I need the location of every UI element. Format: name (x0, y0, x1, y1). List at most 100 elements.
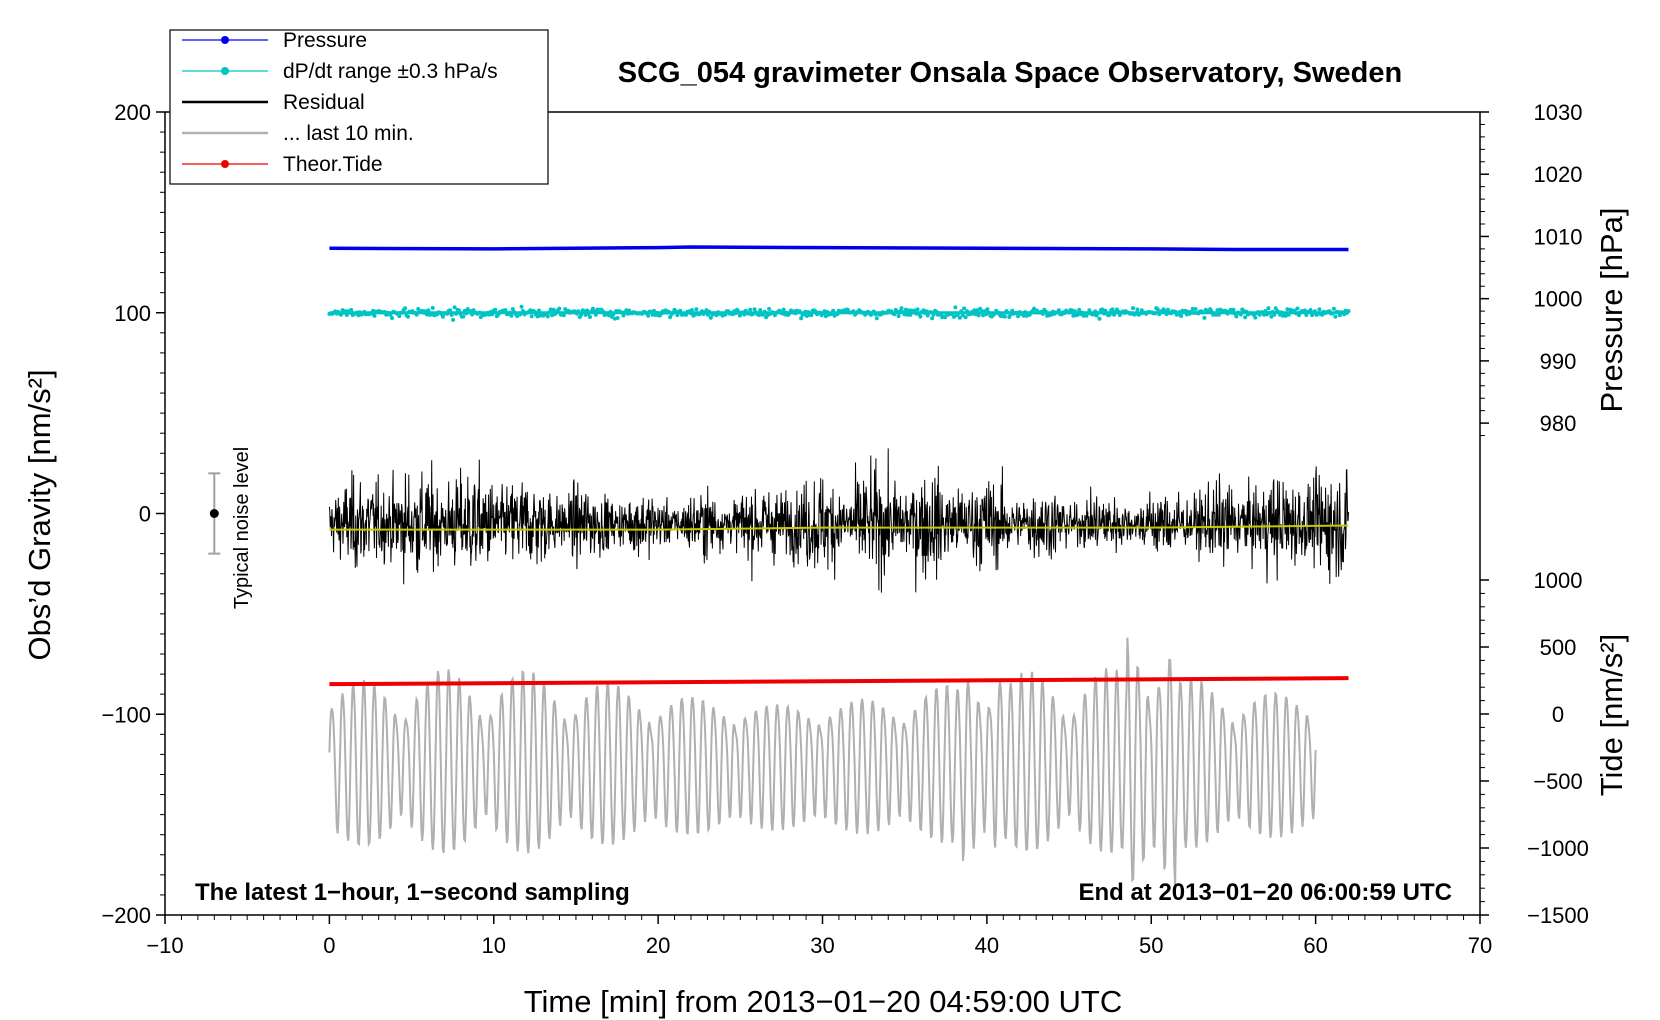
dpdt-point (547, 310, 552, 315)
dpdt-point (557, 306, 562, 311)
pressure-tick-label: 1030 (1534, 100, 1583, 125)
x-tick-label: −10 (146, 933, 183, 958)
dpdt-point (1110, 307, 1115, 312)
dpdt-point (1308, 308, 1313, 312)
dpdt-point (733, 311, 738, 316)
x-tick-label: 50 (1139, 933, 1163, 958)
dpdt-point (388, 312, 393, 317)
dpdt-point (705, 312, 710, 317)
dpdt-point (519, 304, 524, 309)
dpdt-point (684, 312, 689, 317)
dpdt-point (403, 306, 408, 311)
dpdt-point (959, 309, 964, 314)
pressure-tick-label: 1010 (1534, 224, 1583, 249)
legend-swatch-dot (221, 67, 229, 75)
legend-label: Theor.Tide (283, 153, 383, 176)
dpdt-point (835, 312, 840, 317)
dpdt-point (1152, 311, 1157, 316)
dpdt-point (736, 309, 741, 314)
dpdt-point (1294, 311, 1299, 316)
dpdt-point (509, 313, 514, 318)
dpdt-point (751, 312, 755, 316)
dpdt-point (972, 308, 977, 313)
tide-tick-label: −500 (1533, 769, 1583, 794)
dpdt-point (1200, 310, 1205, 315)
dpdt-point (1286, 312, 1291, 317)
dpdt-point (781, 307, 786, 312)
dpdt-point (708, 315, 713, 320)
dpdt-point (908, 312, 913, 317)
tide-tick-label: −1500 (1527, 903, 1589, 928)
dpdt-point (545, 314, 550, 319)
sampling-note: The latest 1−hour, 1−second sampling (195, 879, 630, 906)
dpdt-point (448, 308, 453, 313)
x-tick-label: 20 (646, 933, 670, 958)
dpdt-point (1330, 311, 1335, 316)
dpdt-point (688, 311, 693, 316)
x-axis-label: Time [min] from 2013−01−20 04:59:00 UTC (524, 984, 1123, 1019)
dpdt-point (548, 307, 553, 312)
dpdt-point (397, 314, 402, 319)
legend-swatch-dot (221, 36, 229, 44)
dpdt-point (931, 312, 936, 317)
chart-title: SCG_054 gravimeter Onsala Space Observat… (618, 57, 1402, 89)
dpdt-point (689, 308, 694, 313)
dpdt-point (1209, 309, 1214, 314)
dpdt-point (1023, 310, 1028, 315)
dpdt-point (1131, 306, 1135, 311)
dpdt-point (1085, 311, 1090, 316)
dpdt-point (965, 309, 970, 314)
pressure-line (329, 245, 1349, 252)
y-left-tick-label: 100 (114, 301, 151, 326)
dpdt-point (1021, 313, 1026, 318)
dpdt-point (1262, 312, 1267, 317)
dpdt-point (666, 309, 671, 314)
dpdt-point (678, 308, 683, 313)
dpdt-point (1269, 314, 1274, 319)
dpdt-point (979, 309, 984, 314)
dpdt-point (621, 313, 626, 318)
dpdt-point (953, 305, 958, 310)
dpdt-point (1040, 311, 1045, 316)
dpdt-point (960, 313, 965, 318)
y-axis-label-tide: Tide [nm/s²] (1594, 634, 1629, 797)
x-tick-label: 0 (323, 933, 335, 958)
dpdt-point (614, 309, 619, 313)
dpdt-point (349, 307, 354, 312)
dpdt-point (1331, 306, 1336, 311)
dpdt-point (899, 306, 904, 311)
dpdt-point (1317, 307, 1322, 312)
legend-box (169, 29, 549, 185)
noise-bar-center (209, 509, 219, 518)
dpdt-point (521, 309, 525, 313)
dpdt-point (510, 307, 515, 312)
dpdt-point (452, 305, 457, 310)
dpdt-point (925, 313, 930, 318)
dpdt-point (611, 312, 616, 317)
y-axis-label-pressure: Pressure [hPa] (1594, 207, 1629, 412)
dpdt-point (1231, 307, 1236, 312)
dpdt-point (957, 315, 962, 320)
dpdt-point (985, 307, 990, 312)
noise-level-label: Typical noise level (231, 447, 253, 609)
dpdt-point (892, 312, 897, 317)
dpdt-point (915, 307, 920, 312)
dpdt-point (918, 314, 923, 319)
dpdt-point (1234, 314, 1239, 319)
dpdt-point (956, 311, 961, 316)
legend-label: ... last 10 min. (283, 122, 414, 145)
dpdt-point (1190, 306, 1195, 311)
dpdt-point (896, 314, 901, 318)
dpdt-point (576, 309, 581, 314)
dpdt-point (982, 309, 987, 314)
dpdt-point (585, 308, 590, 313)
dpdt-point (1238, 312, 1243, 317)
dpdt-point (976, 313, 981, 318)
dpdt-point (1043, 309, 1048, 314)
dpdt-point (344, 313, 349, 317)
legend: Pressure dP/dt range ±0.3 hPa/s Residual..… (169, 29, 549, 185)
dpdt-point (912, 308, 917, 313)
dpdt-point (758, 308, 763, 313)
dpdt-point (390, 316, 394, 320)
